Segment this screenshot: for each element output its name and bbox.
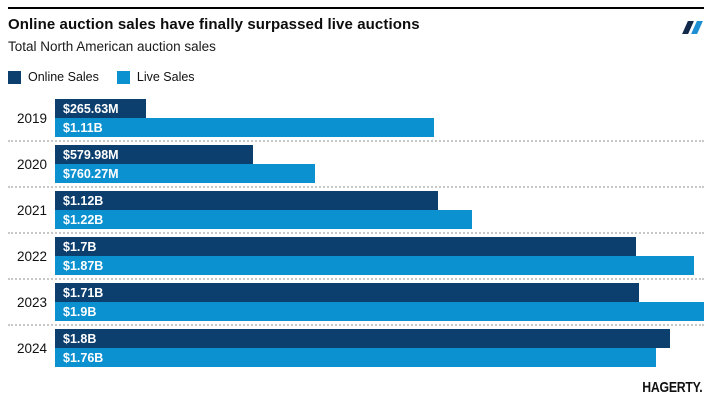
year-group: 2020 $579.98M $760.27M: [8, 145, 704, 183]
live-sales-bar: $1.9B: [55, 302, 704, 321]
online-sales-bar: $579.98M: [55, 145, 254, 164]
row-separator: [8, 140, 704, 142]
online-value-label: $579.98M: [63, 147, 119, 162]
year-group: 2024 $1.8B $1.76B: [8, 329, 704, 367]
legend-item-online: Online Sales: [8, 70, 99, 84]
legend-item-live: Live Sales: [116, 70, 195, 84]
hagerty-slashes-icon: [682, 21, 703, 34]
live-value-label: $1.76B: [63, 350, 104, 365]
online-sales-bar: $265.63M: [55, 99, 146, 118]
live-sales-bar: $1.76B: [55, 348, 657, 367]
year-label: 2024: [16, 340, 47, 356]
year-label: 2022: [16, 248, 47, 264]
bar-pair: $265.63M $1.11B: [55, 99, 704, 137]
chart-subtitle: Total North American auction sales: [8, 39, 216, 54]
bar-pair: $1.71B $1.9B: [55, 283, 704, 321]
bar-pair: $1.7B $1.87B: [55, 237, 704, 275]
online-sales-bar: $1.8B: [55, 329, 670, 348]
row-separator: [8, 278, 704, 280]
live-sales-bar: $1.22B: [55, 210, 472, 229]
year-group: 2021 $1.12B $1.22B: [8, 191, 704, 229]
year-group: 2023 $1.71B $1.9B: [8, 283, 704, 321]
year-label: 2019: [16, 110, 47, 126]
live-value-label: $1.87B: [63, 258, 104, 273]
online-sales-bar: $1.7B: [55, 237, 636, 256]
live-sales-bar: $1.11B: [55, 118, 435, 137]
chart-title: Online auction sales have finally surpas…: [8, 16, 420, 33]
year-label: 2020: [16, 156, 47, 172]
legend: Online Sales Live Sales: [8, 70, 704, 84]
online-value-label: $1.71B: [63, 285, 104, 300]
hagerty-logo: HAGERTY.: [641, 379, 702, 396]
chart: 2019 $265.63M $1.11B 2020 $579.98M $760.…: [8, 99, 704, 367]
year-group: 2019 $265.63M $1.11B: [8, 99, 704, 137]
online-value-label: $1.7B: [63, 239, 97, 254]
live-sales-bar: $1.87B: [55, 256, 694, 275]
year-group: 2022 $1.7B $1.87B: [8, 237, 704, 275]
live-value-label: $1.9B: [63, 304, 97, 319]
bar-pair: $1.12B $1.22B: [55, 191, 704, 229]
bar-pair: $579.98M $760.27M: [55, 145, 704, 183]
bar-pair: $1.8B $1.76B: [55, 329, 704, 367]
header: Online auction sales have finally surpas…: [8, 16, 704, 54]
online-sales-bar: $1.12B: [55, 191, 438, 210]
legend-label-online: Online Sales: [28, 70, 99, 84]
online-swatch-icon: [8, 70, 21, 84]
top-rule: [8, 7, 704, 9]
online-value-label: $1.12B: [63, 193, 104, 208]
online-value-label: $1.8B: [63, 331, 97, 346]
row-separator: [8, 232, 704, 234]
live-value-label: $1.22B: [63, 212, 104, 227]
live-swatch-icon: [116, 70, 130, 84]
year-label: 2023: [16, 294, 47, 310]
live-sales-bar: $760.27M: [55, 164, 315, 183]
online-sales-bar: $1.71B: [55, 283, 640, 302]
legend-label-live: Live Sales: [136, 70, 195, 84]
row-separator: [8, 324, 704, 326]
live-value-label: $760.27M: [63, 166, 119, 181]
year-label: 2021: [16, 202, 47, 218]
online-value-label: $265.63M: [63, 101, 119, 116]
header-titles: Online auction sales have finally surpas…: [8, 16, 420, 54]
live-value-label: $1.11B: [63, 120, 103, 135]
footer: HAGERTY.: [8, 379, 704, 397]
row-separator: [8, 186, 704, 188]
